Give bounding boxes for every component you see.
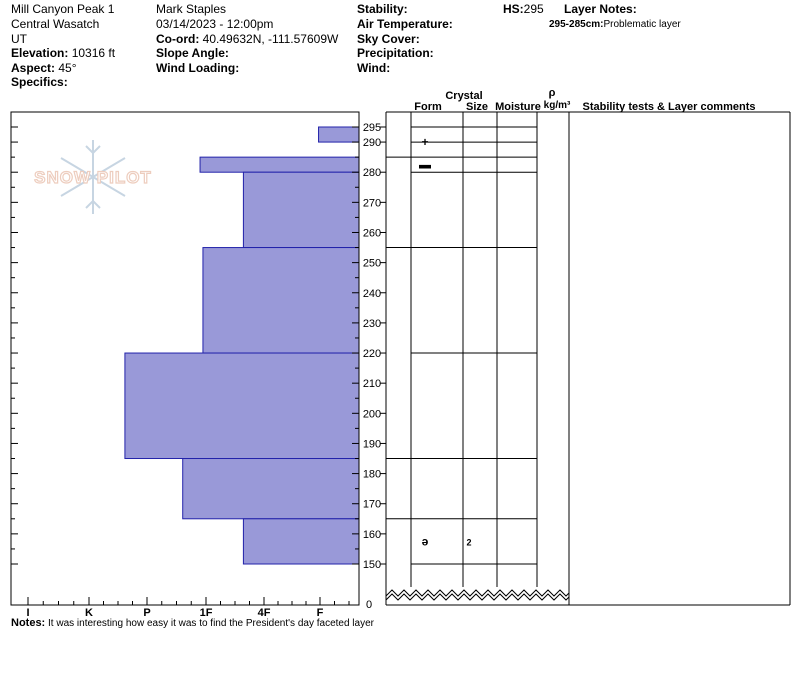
crystal-form-symbol: ▬ xyxy=(419,158,431,172)
layer-boundary-lines xyxy=(386,126,537,565)
location-name: Mill Canyon Peak 1 xyxy=(11,2,115,16)
notes-row: Notes: It was interesting how easy it wa… xyxy=(11,616,374,631)
hardness-tick-label: K xyxy=(85,607,93,619)
hardness-bars xyxy=(124,126,360,565)
observer-name: Mark Staples xyxy=(156,2,227,16)
height-tick-label: 295 xyxy=(363,122,381,134)
height-tick-label: 160 xyxy=(363,529,381,541)
sky-cover-label: Sky Cover: xyxy=(357,32,420,46)
coordinates-value: 40.49632N, -111.57609W xyxy=(202,32,339,46)
height-tick-label: 270 xyxy=(363,197,381,209)
height-zero-label: 0 xyxy=(366,599,372,611)
ground-break-zigzag-2 xyxy=(385,593,570,601)
crystal-symbols: + ▬ ə 2 xyxy=(419,135,472,548)
height-tick-label: 170 xyxy=(363,499,381,511)
state-name: UT xyxy=(11,32,27,46)
precipitation-label: Precipitation: xyxy=(357,46,434,60)
slope-angle-label: Slope Angle: xyxy=(156,46,229,60)
height-tick-label: 190 xyxy=(363,438,381,450)
hardness-bar xyxy=(318,126,360,143)
density-unit: kg/m³ xyxy=(544,100,571,111)
range-name: Central Wasatch xyxy=(11,17,100,31)
coordinates-row: Co-ord: 40.49632N, -111.57609W xyxy=(156,32,338,47)
hardness-tick-label: P xyxy=(143,607,150,619)
observation-datetime: 03/14/2023 - 12:00pm xyxy=(156,17,274,31)
hardness-bar xyxy=(124,352,360,460)
layer-note-text: Problematic layer xyxy=(603,19,681,30)
height-tick-label: 250 xyxy=(363,258,381,270)
height-tick-label: 150 xyxy=(363,559,381,571)
snowpilot-watermark: SNOW PILOT xyxy=(34,140,152,214)
hs-row: HS:295 xyxy=(503,2,544,17)
layer-notes-label: Layer Notes: xyxy=(564,2,637,16)
crystal-header: Crystal xyxy=(445,90,482,102)
hardness-bar xyxy=(202,247,360,354)
height-tick-label: 210 xyxy=(363,378,381,390)
size-header: Size xyxy=(466,101,488,113)
stability-label: Stability: xyxy=(357,2,408,16)
density-symbol: ρ xyxy=(549,87,556,99)
height-tick-label: 220 xyxy=(363,348,381,360)
crystal-form-symbol: + xyxy=(421,135,428,149)
wind-label: Wind: xyxy=(357,61,391,75)
wind-loading-label: Wind Loading: xyxy=(156,61,240,75)
height-tick-label: 260 xyxy=(363,227,381,239)
elevation-label: Elevation: xyxy=(11,46,69,60)
aspect-label: Aspect: xyxy=(11,61,56,75)
hardness-bar xyxy=(182,458,360,520)
layer-table xyxy=(385,111,791,606)
air-temperature-label: Air Temperature: xyxy=(357,17,453,31)
form-header: Form xyxy=(414,101,442,113)
snowflake-icon xyxy=(60,140,126,214)
elevation-value: 10316 ft xyxy=(71,46,116,60)
hardness-bar xyxy=(242,518,360,565)
specifics-label: Specifics: xyxy=(11,75,68,89)
aspect-value: 45° xyxy=(58,61,77,75)
height-tick-label: 290 xyxy=(363,137,381,149)
hardness-tick-label: I xyxy=(26,607,29,619)
comments-header: Stability tests & Layer comments xyxy=(582,101,755,113)
elevation-row: Elevation: 10316 ft xyxy=(11,46,115,61)
hardness-tick-label: 4F xyxy=(258,607,271,619)
hardness-tick-label: 1F xyxy=(200,607,213,619)
height-tick-label: 240 xyxy=(363,288,381,300)
layer-note-range: 295-285cm: xyxy=(549,19,604,30)
hs-label: HS: xyxy=(503,2,524,16)
hardness-tick-label: F xyxy=(317,607,324,619)
moisture-header: Moisture xyxy=(495,101,541,113)
height-tick-label: 200 xyxy=(363,408,381,420)
hardness-bar xyxy=(199,156,360,173)
notes-label: Notes: xyxy=(11,617,46,629)
height-tick-label: 180 xyxy=(363,469,381,481)
layer-note-row: 295-285cm:Problematic layer xyxy=(549,17,681,32)
ground-break-zigzag xyxy=(385,589,570,597)
hardness-bar xyxy=(242,171,360,249)
height-tick-label: 230 xyxy=(363,318,381,330)
aspect-row: Aspect: 45° xyxy=(11,61,77,76)
hs-value: 295 xyxy=(523,2,544,16)
coordinates-label: Co-ord: xyxy=(156,32,200,46)
crystal-size-value: 2 xyxy=(466,537,471,547)
watermark-text: SNOW PILOT xyxy=(34,168,152,187)
crystal-form-symbol: ə xyxy=(422,534,429,548)
hardness-axis: I K P 1F 4F F xyxy=(26,597,350,619)
notes-text: It was interesting how easy it was to fi… xyxy=(48,618,374,629)
height-tick-label: 280 xyxy=(363,167,381,179)
